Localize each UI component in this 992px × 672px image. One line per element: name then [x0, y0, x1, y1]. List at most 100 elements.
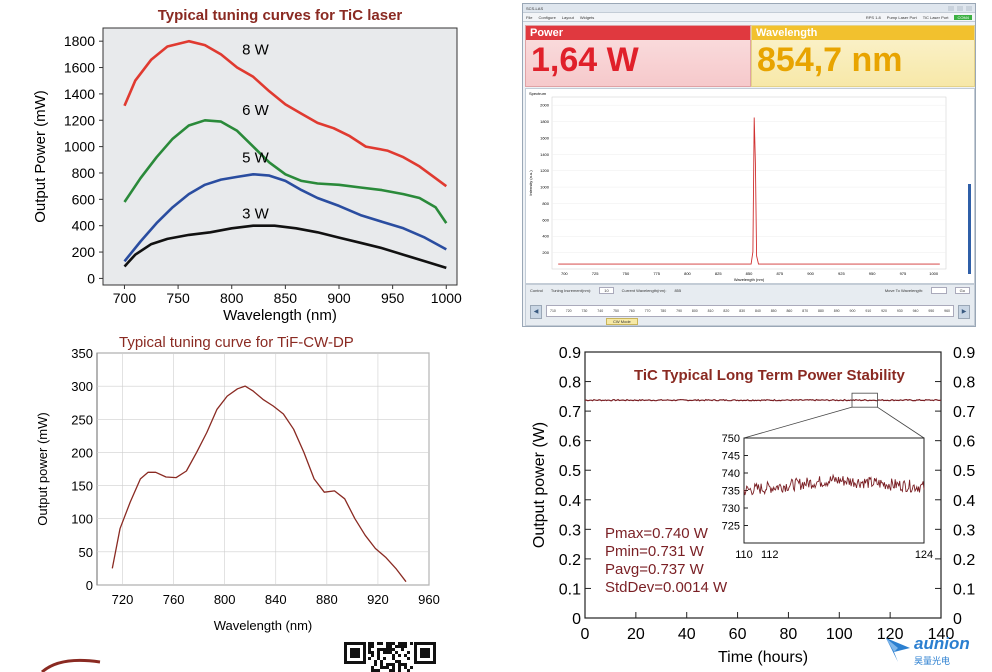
inset-x-tick-label: 124: [915, 549, 933, 561]
scale-tick-label: 890: [833, 309, 840, 313]
y-axis-label: Output power (mW): [35, 412, 50, 525]
qr-module: [377, 651, 380, 654]
chart-title: Typical tuning curve for TiF-CW-DP: [119, 334, 354, 351]
inset-x-tick-label: 112: [761, 549, 779, 561]
plot-area: [102, 27, 458, 286]
minimize-button[interactable]: [948, 5, 954, 11]
x-tick-label: 1000: [431, 290, 462, 306]
spectrum-x-tick: 850: [746, 271, 753, 276]
zoom-window: [851, 392, 878, 408]
menu-widgets[interactable]: Widgets: [579, 14, 595, 20]
qr-module: [395, 645, 398, 648]
qr-module: [404, 645, 407, 648]
scale-tick-label: 820: [723, 309, 730, 313]
y-tick-label: 350: [71, 346, 93, 361]
scale-tick-label: 840: [754, 309, 761, 313]
x-axis-label: Wavelength (nm): [223, 307, 337, 324]
spectrum-y-tick: 1000: [540, 185, 550, 190]
series-label: 8 W: [242, 41, 270, 58]
wavelength-value: 854,7 nm: [757, 41, 903, 79]
go-button[interactable]: Go: [954, 287, 970, 294]
spectrum-y-label: Intensity (a.u.): [528, 170, 533, 196]
qr-module: [380, 642, 383, 645]
y-tick-label: 1000: [64, 139, 95, 155]
qr-module: [392, 666, 395, 669]
scale-tick-label: 800: [691, 309, 698, 313]
qr-module: [410, 642, 413, 645]
spectrum-y-tick: 400: [542, 234, 549, 239]
tuning-input[interactable]: 10: [599, 287, 614, 294]
qr-module: [368, 645, 371, 648]
menu-bar: File Configure Layout Widgets RPS 1.8 Pu…: [523, 13, 975, 22]
spectrum-x-label: Wavelength (nm): [734, 277, 765, 282]
qr-module: [398, 660, 401, 663]
stat-label: Pavg=0.737 W: [605, 561, 705, 578]
menu-file[interactable]: File: [526, 14, 533, 20]
y-tick-label: 250: [71, 412, 93, 427]
inset-y-tick-label: 725: [722, 521, 740, 533]
qr-module: [404, 654, 407, 657]
scale-right-button[interactable]: ▶: [958, 305, 970, 319]
x-tick-label: 140: [928, 626, 955, 643]
menu-layout[interactable]: Layout: [561, 14, 574, 20]
stat-label: Pmin=0.731 W: [605, 543, 705, 560]
x-tick-label: 760: [163, 592, 185, 607]
chart-title: TiC Typical Long Term Power Stability: [634, 367, 906, 384]
tuning-label: Tuning Increment(nm):: [550, 288, 592, 293]
scale-tick-label: 870: [802, 309, 809, 313]
scale-tick-label: 880: [818, 309, 824, 313]
x-tick-label: 700: [113, 290, 137, 306]
x-axis-label: Time (hours): [718, 649, 808, 666]
port-status-badge: COM4: [954, 14, 972, 20]
move-input[interactable]: [931, 287, 947, 294]
inset-plot-area: [743, 437, 925, 544]
plot-area: [96, 352, 430, 586]
qr-module: [398, 645, 401, 648]
qr-module: [389, 645, 392, 648]
wavelength-scale[interactable]: 710 720 730 740 750 760 770 780 790 800 810 820 830 8…: [546, 305, 954, 317]
inset-y-tick-label: 735: [722, 486, 740, 498]
scale-tick-label: 760: [628, 309, 635, 313]
current-wavelength-value: 855: [674, 288, 682, 293]
qr-module: [398, 669, 401, 672]
x-tick-label: 60: [729, 626, 747, 643]
close-button[interactable]: [966, 5, 972, 11]
scale-tick-label: 950: [928, 309, 935, 313]
qr-module: [401, 648, 404, 651]
qr-module: [386, 663, 389, 666]
spectrum-y-tick: 1400: [540, 152, 550, 157]
scale-tick-label: 780: [660, 309, 667, 313]
maximize-button[interactable]: [957, 5, 963, 11]
scale-tick-label: 740: [597, 309, 604, 313]
qr-module: [392, 669, 395, 672]
cw-mode-button[interactable]: CW Mode: [606, 318, 638, 325]
y-tick-label: 0.1: [559, 581, 581, 598]
x-tick-label: 920: [367, 592, 389, 607]
pump-port-label: Pump Laser Port: [886, 14, 917, 20]
x-tick-label: 100: [826, 626, 853, 643]
qr-module: [380, 666, 383, 669]
logo-name: aunion: [914, 634, 970, 653]
x-tick-label: 850: [274, 290, 298, 306]
x-tick-label: 750: [166, 290, 190, 306]
x-tick-label: 950: [381, 290, 405, 306]
qr-module: [368, 642, 371, 645]
y-axis-label: Output Power (mW): [32, 90, 49, 223]
y-tick-label-right: 0.3: [953, 522, 975, 539]
scale-left-button[interactable]: ◀: [530, 305, 542, 319]
tic-port-label: TiC Laser Port: [922, 14, 949, 20]
inset-x-tick-label: 110: [735, 549, 753, 561]
spectrum-y-tick: 1800: [540, 119, 550, 124]
y-tick-label: 600: [72, 191, 96, 207]
menu-configure[interactable]: Configure: [538, 14, 556, 20]
qr-module: [407, 651, 410, 654]
y-tick-label-right: 0.1: [953, 581, 975, 598]
zoom-connector-right: [877, 406, 925, 439]
x-tick-label: 800: [214, 592, 236, 607]
power-label: Power: [526, 26, 750, 40]
y-tick-label: 0: [87, 270, 95, 286]
qr-module: [389, 651, 392, 654]
spectrum-y-tick: 600: [542, 217, 549, 222]
y-tick-label-right: 0.5: [953, 463, 975, 480]
spectrum-chart: Spectrum 200 400 600 800 1000 1200 1400 1600 1800…: [525, 88, 975, 284]
